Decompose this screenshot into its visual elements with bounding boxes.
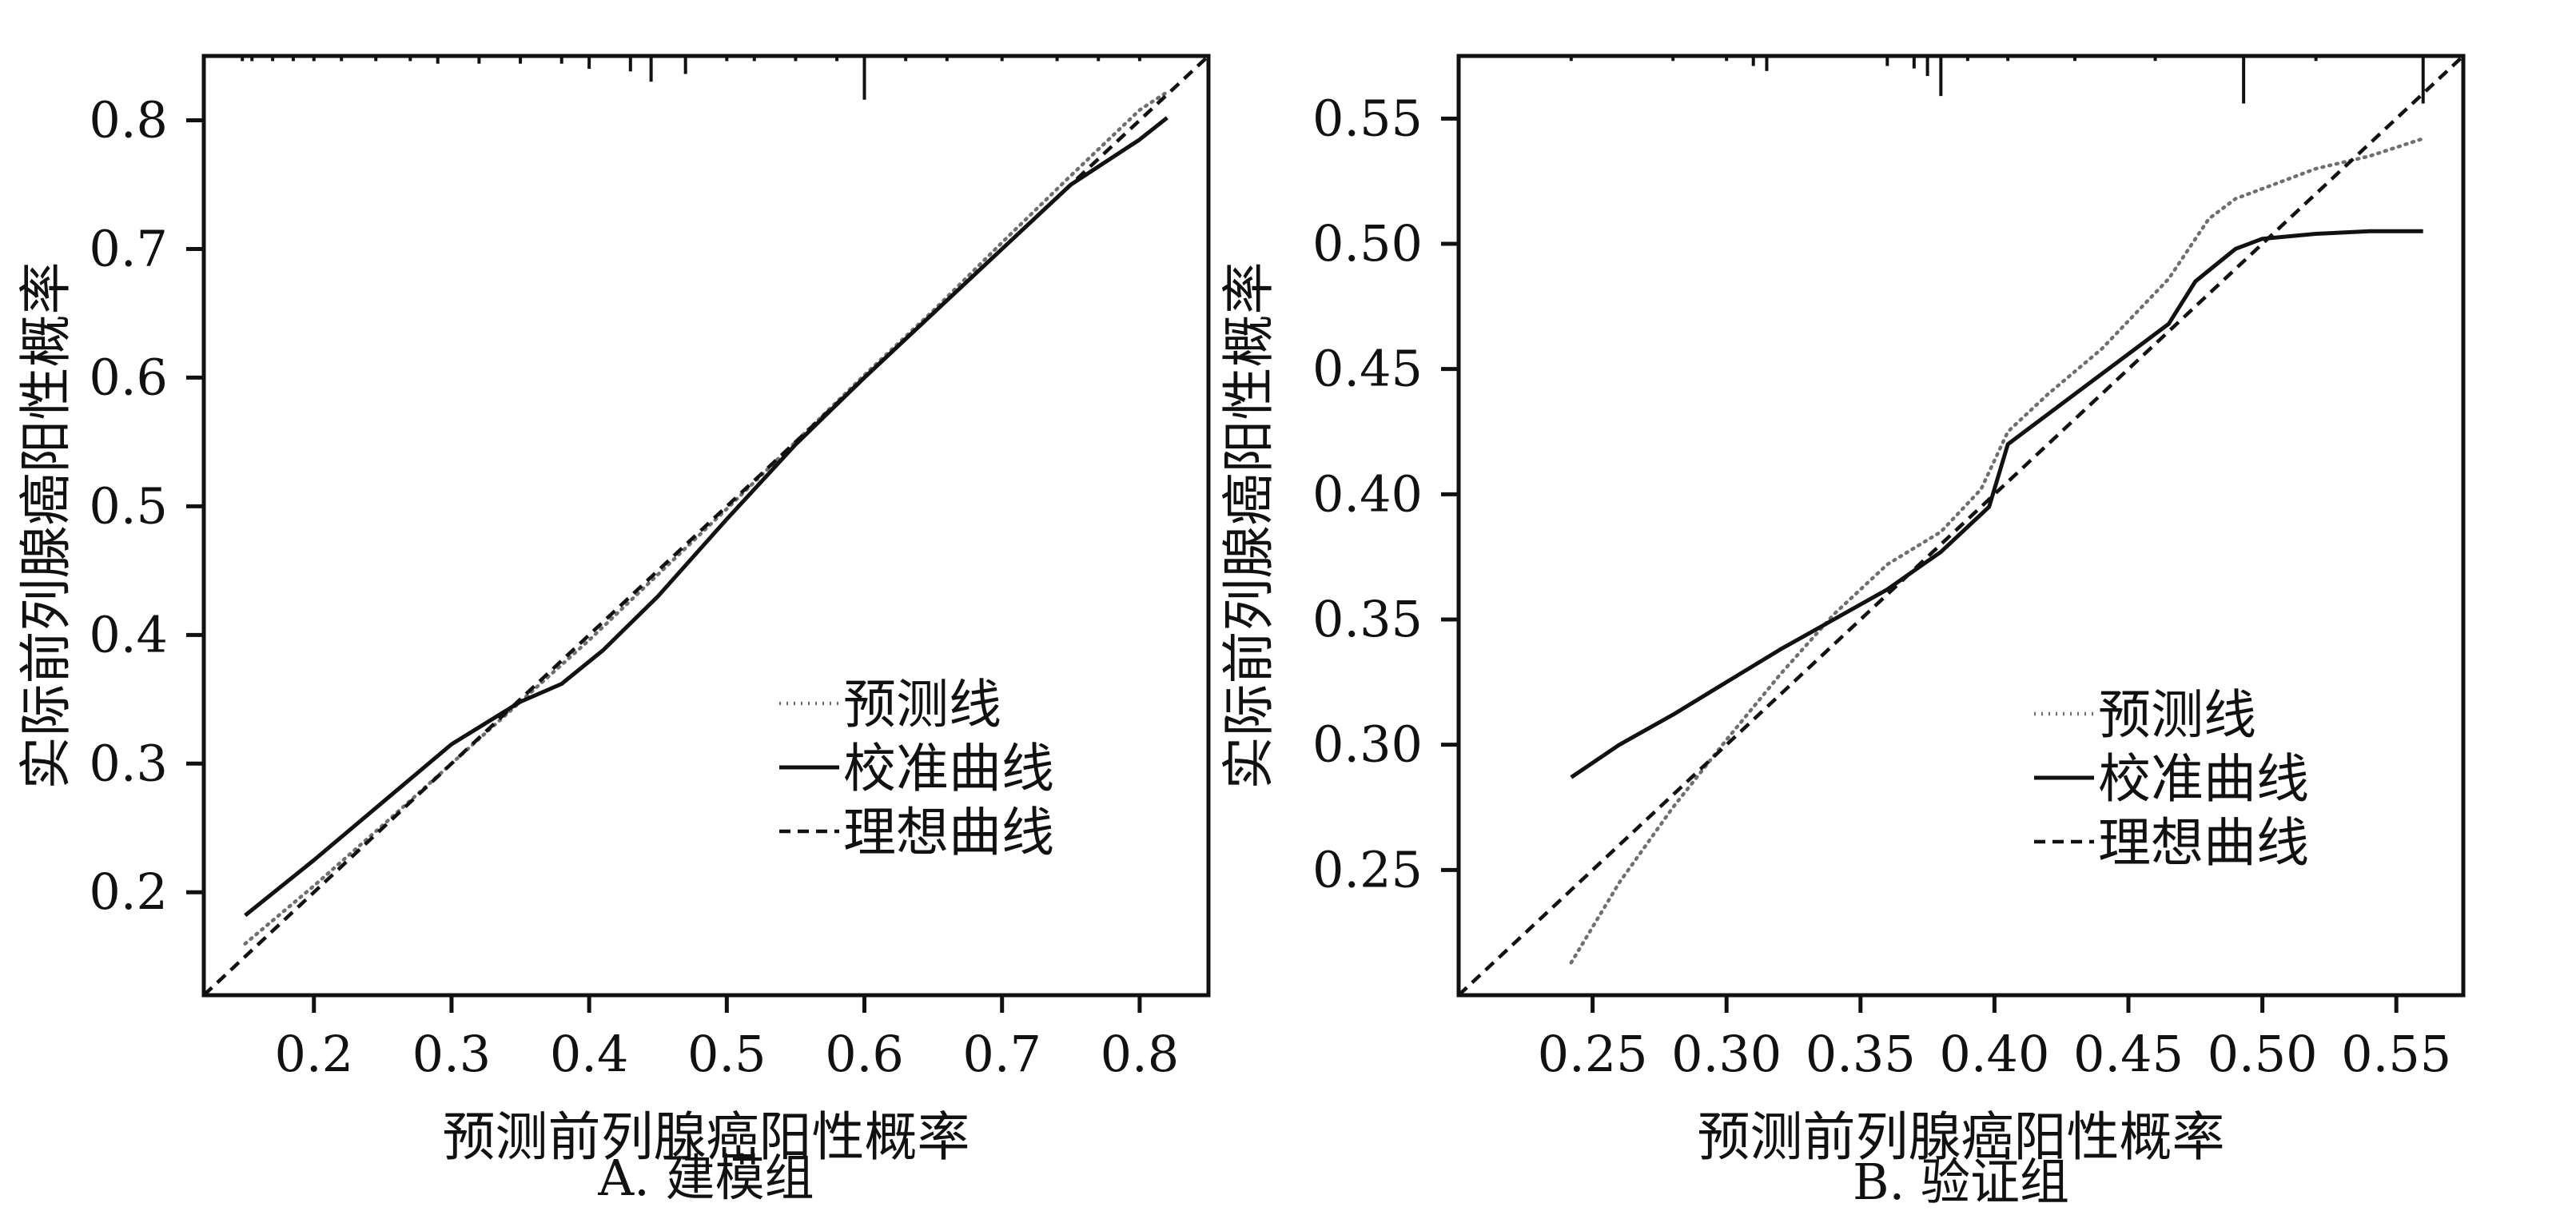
y-tick-label: 0.4	[89, 605, 168, 663]
y-tick-label: 0.5	[89, 476, 168, 535]
legend-label: 预测线	[843, 674, 1001, 735]
legend-label: 理想曲线	[2098, 812, 2309, 874]
y-tick-label: 0.2	[89, 862, 168, 921]
series-line-1	[243, 90, 1169, 946]
x-tick-label: 0.5	[687, 1025, 766, 1083]
x-axis-title: 预测前列腺癌阳性概率	[443, 1106, 970, 1168]
y-tick-label: 0.3	[89, 734, 168, 792]
rug-marks	[1569, 56, 2425, 104]
legend-label: 校准曲线	[843, 738, 1054, 799]
series-line-3	[204, 56, 1208, 995]
x-tick-label: 0.55	[2341, 1025, 2451, 1083]
panel-caption: B. 验证组	[1853, 1153, 2069, 1211]
series-group	[1459, 56, 2463, 995]
legend-label: 校准曲线	[2098, 748, 2309, 810]
y-tick-label: 0.45	[1312, 340, 1423, 398]
y-tick-label: 0.40	[1312, 464, 1423, 523]
panel-b-validation-group: 0.25 0.30 0.35 0.40 0.45 0.50 0.55 0.25 0.30 0.35…	[1218, 54, 2466, 1211]
x-tick-label: 0.25	[1538, 1025, 1648, 1083]
rug-marks	[241, 56, 1141, 100]
y-tick-label: 0.8	[89, 90, 168, 149]
panel-caption: A. 建模组	[597, 1149, 814, 1207]
x-tick-label: 0.6	[825, 1025, 904, 1083]
x-tick-label: 0.4	[550, 1025, 629, 1083]
y-axis-title: 实际前列腺癌阳性概率	[1218, 262, 1280, 790]
y-tick-label: 0.6	[89, 348, 168, 406]
y-tick-label: 0.55	[1312, 89, 1423, 147]
x-tick-label: 0.8	[1101, 1025, 1180, 1083]
series-line-1	[1569, 137, 2425, 965]
y-axis-title: 实际前列腺癌阳性概率	[15, 262, 77, 790]
plot-frame	[1456, 54, 2466, 998]
x-tick-label: 0.50	[2208, 1025, 2318, 1083]
x-tick-label: 0.2	[274, 1025, 353, 1083]
x-tick-label: 0.45	[2073, 1025, 2184, 1083]
y-tick-label: 0.30	[1312, 715, 1423, 774]
y-tick-label: 0.35	[1312, 590, 1423, 648]
series-line-2	[1570, 229, 2423, 779]
y-tick-label: 0.50	[1312, 214, 1423, 273]
series-group	[204, 56, 1208, 995]
x-axis-title: 预测前列腺癌阳性概率	[1698, 1106, 2225, 1168]
x-tick-label: 0.30	[1671, 1025, 1782, 1083]
series-line-3	[1459, 56, 2463, 995]
y-tick-label: 0.7	[89, 219, 168, 277]
plot-frame	[201, 54, 1211, 998]
x-tick-label: 0.3	[412, 1025, 492, 1083]
x-tick-label: 0.7	[962, 1025, 1041, 1083]
x-tick-label: 0.35	[1806, 1025, 1916, 1083]
legend-label: 预测线	[2098, 684, 2256, 746]
y-tick-label: 0.25	[1312, 840, 1423, 898]
legend-label: 理想曲线	[843, 802, 1054, 863]
panel-a-modeling-group: 0.2 0.3 0.4 0.5 0.6 0.7 0.8 0.2 0.3 0.4 0.5 0.6 0.7 0…	[15, 54, 1211, 1207]
x-tick-label: 0.40	[1939, 1025, 2049, 1083]
